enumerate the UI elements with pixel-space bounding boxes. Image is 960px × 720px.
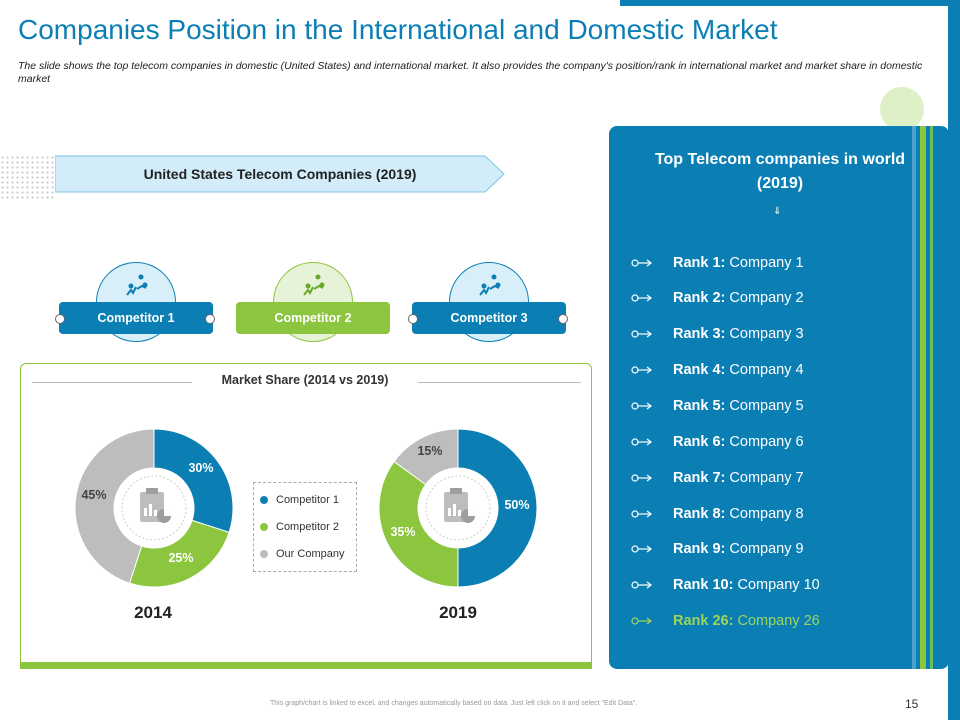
rank-number: Rank 7: xyxy=(673,470,725,486)
donut-value-label: 35% xyxy=(390,525,415,539)
donut-value-label: 15% xyxy=(417,444,442,458)
donut-value-label: 45% xyxy=(81,488,106,502)
rank-company: Company 9 xyxy=(729,541,803,557)
market-share-bottom-bar xyxy=(20,662,592,669)
slide-title: Companies Position in the International … xyxy=(18,14,778,46)
rank-company: Company 5 xyxy=(729,398,803,414)
donut-value-label: 25% xyxy=(168,551,193,565)
rank-item: Rank 26: Company 26 xyxy=(631,613,820,631)
rank-item: Rank 4: Company 4 xyxy=(631,362,804,380)
rank-item: Rank 8: Company 8 xyxy=(631,506,804,524)
rank-company: Company 3 xyxy=(729,326,803,342)
rank-company: Company 26 xyxy=(737,613,819,629)
arrow-bullet-icon xyxy=(631,508,663,520)
rank-number: Rank 10: xyxy=(673,577,733,593)
ranking-title: Top Telecom companies in world (2019) xyxy=(650,148,910,196)
rank-number: Rank 4: xyxy=(673,362,725,378)
rank-number: Rank 1: xyxy=(673,255,725,271)
rank-item: Rank 2: Company 2 xyxy=(631,290,804,308)
legend-label: Our Company xyxy=(276,548,344,560)
connector-knob xyxy=(408,314,418,324)
rank-number: Rank 8: xyxy=(673,506,725,522)
legend-item: Competitor 1 xyxy=(260,494,339,506)
legend-label: Competitor 2 xyxy=(276,521,339,533)
rank-number: Rank 6: xyxy=(673,434,725,450)
rank-item: Rank 7: Company 7 xyxy=(631,470,804,488)
connector-knob xyxy=(558,314,568,324)
dotted-pattern xyxy=(0,155,55,200)
network-people-icon xyxy=(274,263,353,303)
arrow-bullet-icon xyxy=(631,364,663,376)
rank-item: Rank 9: Company 9 xyxy=(631,541,804,559)
rank-company: Company 6 xyxy=(729,434,803,450)
chart-legend: Competitor 1 Competitor 2 Our Company xyxy=(253,482,357,572)
rank-item: Rank 5: Company 5 xyxy=(631,398,804,416)
legend-label: Competitor 1 xyxy=(276,494,339,506)
chevron-down-icon: ⇓ xyxy=(773,206,781,217)
rank-company: Company 7 xyxy=(729,470,803,486)
legend-swatch xyxy=(260,523,268,531)
us-telecom-banner: United States Telecom Companies (2019) xyxy=(55,155,505,193)
year-label-2014: 2014 xyxy=(113,603,193,623)
connector-knob xyxy=(205,314,215,324)
panel-stripe xyxy=(920,126,926,669)
network-people-icon xyxy=(450,263,529,303)
banner-label: United States Telecom Companies (2019) xyxy=(55,155,505,193)
year-label-2019: 2019 xyxy=(418,603,498,623)
rank-company: Company 2 xyxy=(729,290,803,306)
competitor-card-1: Competitor 1 xyxy=(59,262,213,334)
rank-number: Rank 26: xyxy=(673,613,733,629)
arrow-bullet-icon xyxy=(631,615,663,627)
donut-value-label: 50% xyxy=(504,498,529,512)
competitor-card-3: Competitor 3 xyxy=(412,262,566,334)
competitor-card-2: Competitor 2 xyxy=(236,262,390,334)
rank-item: Rank 3: Company 3 xyxy=(631,326,804,344)
rank-company: Company 4 xyxy=(729,362,803,378)
legend-item: Competitor 2 xyxy=(260,521,339,533)
right-accent-bar xyxy=(948,0,960,720)
footer-note: This graph/chart is linked to excel, and… xyxy=(270,700,637,707)
decorative-bubble xyxy=(880,87,924,131)
rank-company: Company 1 xyxy=(729,255,803,271)
arrow-bullet-icon xyxy=(631,543,663,555)
competitor-label: Competitor 1 xyxy=(59,302,213,334)
page-number: 15 xyxy=(905,697,918,711)
rank-number: Rank 5: xyxy=(673,398,725,414)
network-people-icon xyxy=(97,263,176,303)
legend-swatch xyxy=(260,550,268,558)
legend-swatch xyxy=(260,496,268,504)
arrow-bullet-icon xyxy=(631,400,663,412)
rank-item: Rank 6: Company 6 xyxy=(631,434,804,452)
arrow-bullet-icon xyxy=(631,472,663,484)
legend-item: Our Company xyxy=(260,548,344,560)
arrow-bullet-icon xyxy=(631,257,663,269)
rank-number: Rank 2: xyxy=(673,290,725,306)
arrow-bullet-icon xyxy=(631,328,663,340)
rank-company: Company 10 xyxy=(737,577,819,593)
panel-stripe xyxy=(912,126,916,669)
rank-number: Rank 3: xyxy=(673,326,725,342)
top-accent-bar xyxy=(620,0,950,6)
arrow-bullet-icon xyxy=(631,292,663,304)
slide-subtitle: The slide shows the top telecom companie… xyxy=(18,60,928,86)
rank-number: Rank 9: xyxy=(673,541,725,557)
connector-knob xyxy=(55,314,65,324)
competitor-label: Competitor 2 xyxy=(236,302,390,334)
competitor-label: Competitor 3 xyxy=(412,302,566,334)
donut-value-label: 30% xyxy=(188,461,213,475)
rank-company: Company 8 xyxy=(729,506,803,522)
arrow-bullet-icon xyxy=(631,579,663,591)
rank-item: Rank 1: Company 1 xyxy=(631,255,804,273)
arrow-bullet-icon xyxy=(631,436,663,448)
rank-item: Rank 10: Company 10 xyxy=(631,577,820,595)
panel-stripe xyxy=(930,126,933,669)
